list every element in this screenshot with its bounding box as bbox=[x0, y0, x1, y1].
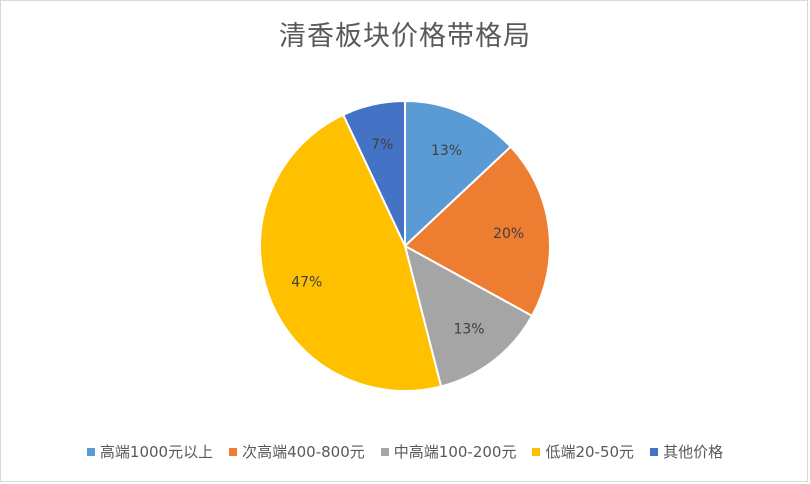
legend-label-2: 次高端400-800元 bbox=[242, 443, 365, 461]
legend-swatch-1 bbox=[86, 447, 95, 456]
pie-slice-5 bbox=[341, 99, 406, 247]
legend: 高端1000元以上 次高端400-800元 中高端100-200元 低端20-50元 其… bbox=[0, 441, 810, 462]
legend-label-5: 其他价格 bbox=[663, 443, 724, 461]
data-label-1: 13% bbox=[431, 143, 462, 159]
legend-swatch-2 bbox=[229, 447, 238, 456]
data-label-4: 47% bbox=[291, 274, 322, 290]
legend-item-4: 低端20-50元 bbox=[532, 441, 634, 462]
pie-slice-1 bbox=[404, 99, 513, 249]
legend-label-3: 中高端100-200元 bbox=[393, 443, 517, 461]
data-label-3: 13% bbox=[453, 322, 484, 338]
legend-item-5: 其他价格 bbox=[650, 441, 723, 462]
pie-slice-2 bbox=[403, 145, 551, 318]
legend-item-3: 中高端100-200元 bbox=[380, 441, 517, 462]
legend-item-2: 次高端400-800元 bbox=[229, 441, 365, 462]
legend-swatch-5 bbox=[650, 447, 659, 456]
data-label-5: 7% bbox=[371, 137, 393, 153]
legend-swatch-4 bbox=[532, 447, 541, 456]
pie-slice-3 bbox=[403, 244, 534, 388]
data-label-2: 20% bbox=[493, 226, 524, 242]
legend-label-1: 高端1000元以上 bbox=[99, 443, 214, 461]
chart-title: 清香板块价格带格局 bbox=[279, 21, 531, 52]
legend-item-1: 高端1000元以上 bbox=[86, 441, 214, 462]
legend-label-4: 低端20-50元 bbox=[545, 443, 635, 461]
pie-slice-4 bbox=[259, 113, 443, 392]
legend-swatch-3 bbox=[380, 447, 389, 456]
